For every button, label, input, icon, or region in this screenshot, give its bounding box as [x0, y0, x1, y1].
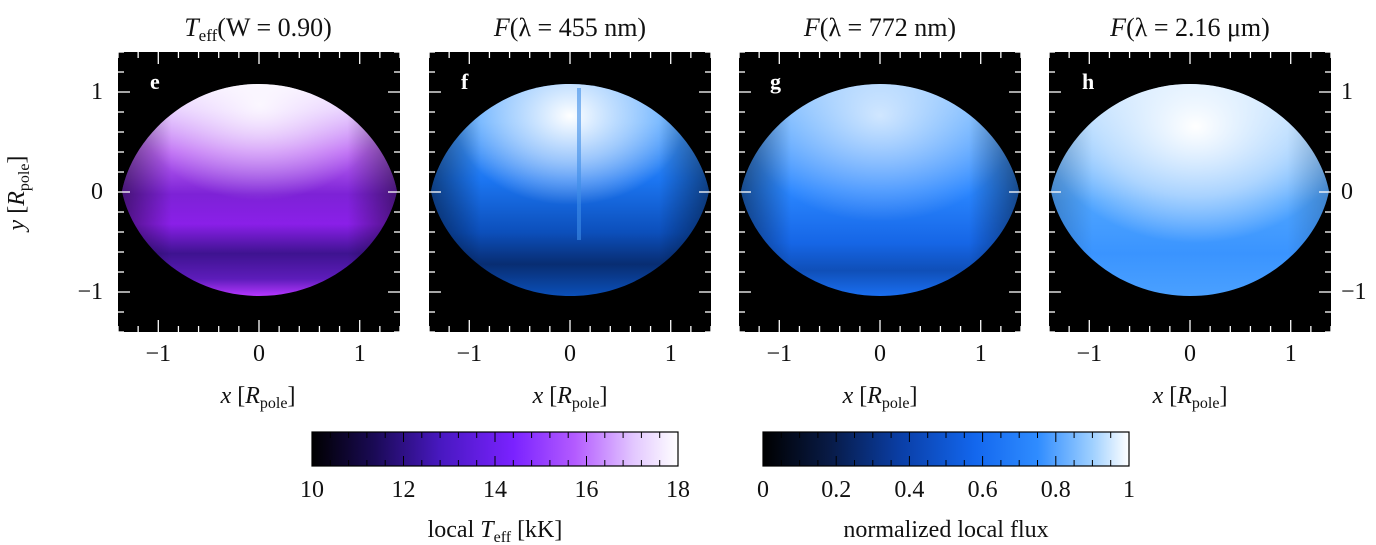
panel-letter-g: g — [770, 69, 781, 94]
panel-g: g — [738, 51, 1022, 333]
panel-title-g: F(λ = 772 nm) — [803, 13, 956, 42]
x-tick-label: −1 — [146, 341, 172, 367]
panel-h: h — [1048, 51, 1332, 333]
x-tick-label: −1 — [767, 341, 793, 367]
y-tick-label: 1 — [91, 79, 103, 105]
y-tick-label: −1 — [1341, 279, 1367, 305]
y-axis-left: 1 0 −1 — [77, 79, 103, 305]
colorbar-tick-label: 16 — [575, 477, 599, 503]
panel-letter-e: e — [150, 69, 160, 94]
y-tick-label: 0 — [1341, 179, 1353, 205]
y-tick-label: −1 — [77, 279, 103, 305]
x-tick-label: 1 — [354, 341, 366, 367]
x-tick-label: 1 — [665, 341, 677, 367]
panel-title-h: F(λ = 2.16 μm) — [1109, 13, 1270, 42]
x-axis-title-h: x [Rpole] — [1152, 383, 1228, 412]
colorbar-tick-label: 0.6 — [968, 477, 998, 503]
y-tick-label: 0 — [91, 179, 103, 205]
colorbar-tick-label: 0.8 — [1041, 477, 1071, 503]
colorbar-tick-label: 0.4 — [894, 477, 924, 503]
x-tick-label: −1 — [457, 341, 483, 367]
colorbar-tick-label: 10 — [300, 477, 324, 503]
y-tick-label: 1 — [1341, 79, 1353, 105]
panel-titles: Teff(W = 0.90) F(λ = 455 nm) F(λ = 772 n… — [184, 13, 1270, 45]
colorbar-teff-label: local Teff [kK] — [428, 517, 563, 545]
x-axis-ticks: −1 0 1 −1 0 1 −1 0 1 −1 0 1 — [146, 341, 1297, 367]
panel-letter-h: h — [1082, 69, 1094, 94]
colorbar-teff: 10 12 14 16 18 local Teff [kK] — [300, 431, 690, 545]
x-tick-label: 0 — [253, 341, 265, 367]
panel-e: e — [117, 51, 401, 333]
x-tick-label: 1 — [975, 341, 987, 367]
x-axis-title-e: x [Rpole] — [220, 383, 296, 412]
panel-title-f: F(λ = 455 nm) — [493, 13, 646, 42]
x-axis-title-g: x [Rpole] — [842, 383, 918, 412]
colorbar-flux-label: normalized local flux — [843, 517, 1048, 543]
colorbar-tick-label: 0 — [757, 477, 769, 503]
colorbar-tick-label: 0.2 — [821, 477, 851, 503]
x-tick-label: 0 — [874, 341, 886, 367]
panel-letter-f: f — [461, 69, 469, 94]
colorbar-tick-label: 18 — [666, 477, 690, 503]
colorbar-tick-label: 14 — [483, 477, 507, 503]
panels: e f g h — [117, 51, 1332, 333]
colorbar-tick-label: 12 — [392, 477, 416, 503]
panel-f: f — [428, 51, 712, 333]
x-axis-titles: x [Rpole] x [Rpole] x [Rpole] x [Rpole] — [220, 383, 1228, 412]
colorbar-flux: 0 0.2 0.4 0.6 0.8 1 normalized local flux — [757, 431, 1135, 543]
colorbar-tick-label: 1 — [1123, 477, 1135, 503]
x-tick-label: 0 — [564, 341, 576, 367]
x-tick-label: −1 — [1077, 341, 1103, 367]
x-tick-label: 0 — [1184, 341, 1196, 367]
x-axis-title-f: x [Rpole] — [532, 383, 608, 412]
y-axis-title: y [Rpole] — [4, 156, 33, 233]
y-axis-right: 1 0 −1 — [1341, 79, 1367, 305]
x-tick-label: 1 — [1285, 341, 1297, 367]
panel-title-e: Teff(W = 0.90) — [184, 13, 332, 45]
